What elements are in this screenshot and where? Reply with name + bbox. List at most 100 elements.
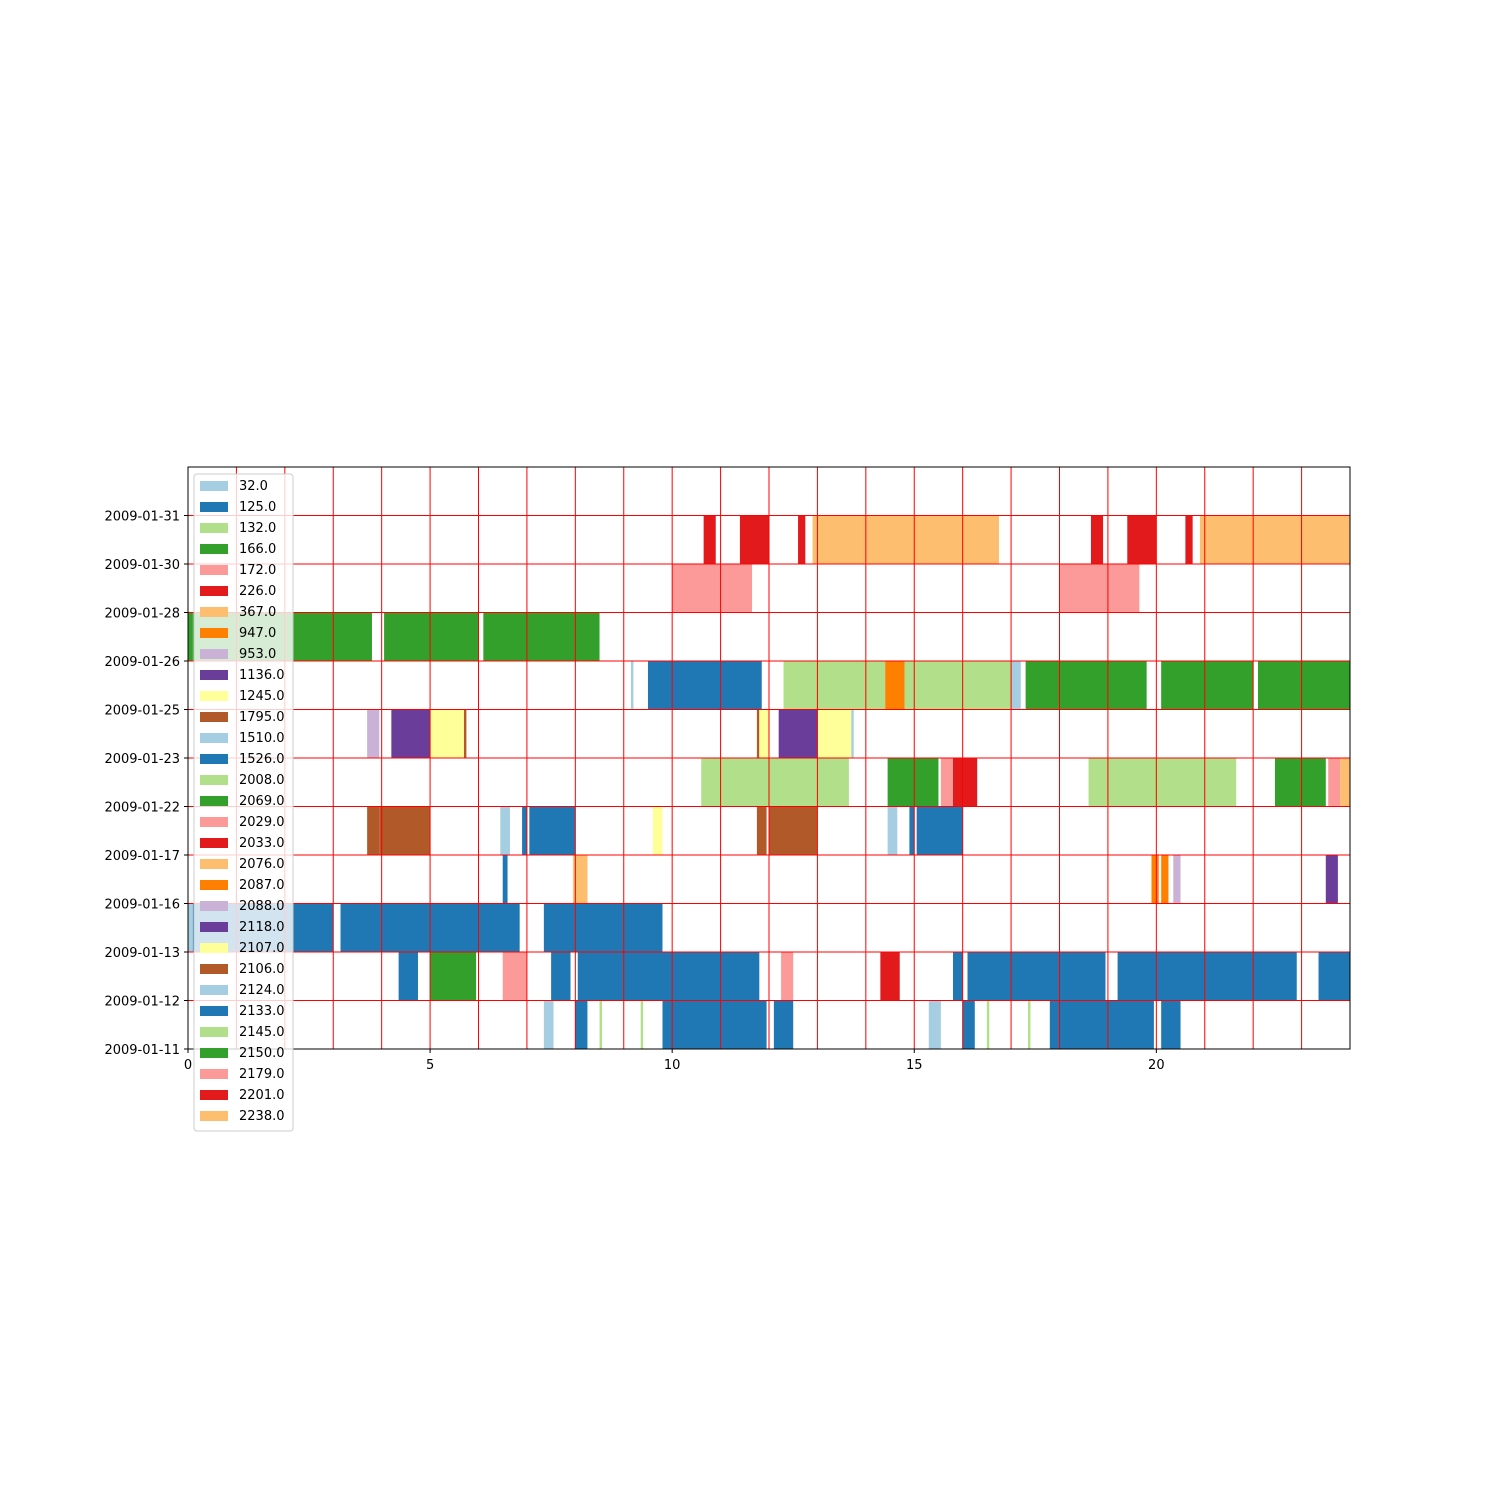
- bar-segment: [812, 515, 999, 564]
- bar-segment: [188, 903, 193, 952]
- legend-label: 2106.0: [239, 962, 285, 977]
- bar-segment: [887, 806, 898, 855]
- y-tick-label: 2009-01-23: [104, 752, 180, 767]
- bar-segment: [1090, 515, 1104, 564]
- bar-segment: [1318, 952, 1350, 1001]
- bar-segment: [928, 1000, 941, 1049]
- legend-label: 2201.0: [239, 1088, 285, 1103]
- bar-segment: [572, 855, 588, 904]
- bar-segment: [367, 709, 372, 758]
- bar-segment: [188, 612, 193, 661]
- bar-segment: [952, 758, 978, 807]
- legend-swatch: [200, 712, 228, 722]
- legend-swatch: [200, 1048, 228, 1058]
- x-tick-label: 5: [426, 1058, 434, 1073]
- legend-swatch: [200, 754, 228, 764]
- legend-label: 125.0: [239, 500, 276, 515]
- legend-swatch: [200, 922, 228, 932]
- bar-segment: [1340, 758, 1350, 807]
- grid-lines: [188, 467, 1350, 1049]
- legend-swatch: [200, 1069, 228, 1079]
- bar-segment: [662, 1000, 767, 1049]
- bar-segment: [1173, 855, 1181, 904]
- bar-segment: [756, 806, 767, 855]
- legend-label: 2008.0: [239, 773, 285, 788]
- legend-label: 2107.0: [239, 941, 285, 956]
- bar-segment: [916, 806, 963, 855]
- legend-swatch: [200, 1111, 228, 1121]
- bar-segment: [672, 564, 753, 613]
- bar-segment: [887, 758, 939, 807]
- bar-segment: [952, 952, 963, 1001]
- legend-label: 2118.0: [239, 920, 285, 935]
- legend-label: 2087.0: [239, 878, 285, 893]
- legend-swatch: [200, 691, 228, 701]
- bar-segment: [1328, 758, 1341, 807]
- bar-segment: [1059, 564, 1140, 613]
- bar-segment: [756, 709, 760, 758]
- bar-segment: [1161, 855, 1169, 904]
- bar-segment: [1025, 661, 1147, 710]
- bar-segment: [543, 1000, 554, 1049]
- bar-segment: [599, 1000, 602, 1049]
- y-tick-label: 2009-01-26: [104, 655, 180, 670]
- legend-swatch: [200, 649, 228, 659]
- legend-swatch: [200, 1027, 228, 1037]
- bar-segment: [1049, 1000, 1154, 1049]
- bar-segment: [430, 952, 477, 1001]
- bar-segment: [1011, 661, 1021, 710]
- y-tick-label: 2009-01-11: [104, 1043, 180, 1058]
- bar-segments: [188, 515, 1350, 1049]
- legend-label: 132.0: [239, 521, 276, 536]
- legend-label: 2069.0: [239, 794, 285, 809]
- legend-swatch: [200, 1006, 228, 1016]
- bar-segment: [1117, 952, 1297, 1001]
- legend-swatch: [200, 523, 228, 533]
- bar-segment: [652, 806, 663, 855]
- bar-segment: [851, 709, 854, 758]
- legend-label: 2150.0: [239, 1046, 285, 1061]
- y-tick-label: 2009-01-31: [104, 510, 180, 525]
- x-tick-label: 10: [664, 1058, 681, 1073]
- legend-label: 2133.0: [239, 1004, 285, 1019]
- bar-segment: [783, 661, 886, 710]
- legend-swatch: [200, 481, 228, 491]
- legend: 32.0 125.0 132.0 166.0 172.0 226.0 367.0 947.0 9…: [193, 473, 294, 1132]
- legend-swatch: [200, 733, 228, 743]
- legend-swatch: [200, 1090, 228, 1100]
- x-tick-label: 15: [906, 1058, 923, 1073]
- bar-segment: [577, 952, 760, 1001]
- bar-segment: [759, 709, 769, 758]
- x-tick-label: 20: [1148, 1058, 1165, 1073]
- bar-segment: [1161, 661, 1254, 710]
- legend-label: 367.0: [239, 605, 276, 620]
- bar-segment: [1088, 758, 1237, 807]
- bar-segment: [773, 1000, 794, 1049]
- bar-segment: [817, 709, 852, 758]
- bar-segment: [543, 903, 663, 952]
- legend-label: 226.0: [239, 584, 276, 599]
- legend-label: 2088.0: [239, 899, 285, 914]
- legend-swatch: [200, 775, 228, 785]
- bar-segment: [502, 855, 508, 904]
- bar-segment: [398, 952, 418, 1001]
- legend-swatch: [200, 628, 228, 638]
- y-tick-label: 2009-01-28: [104, 607, 180, 622]
- y-tick-label: 2009-01-17: [104, 849, 180, 864]
- bar-segment: [1258, 661, 1350, 710]
- bar-segment: [909, 806, 915, 855]
- bar-segment: [1274, 758, 1326, 807]
- bar-segment: [1161, 1000, 1181, 1049]
- bar-segment: [367, 806, 380, 855]
- y-axis: 2009-01-11 2009-01-12 2009-01-13 2009-01-16…: [104, 510, 188, 1058]
- bar-segment: [778, 709, 818, 758]
- legend-swatch: [200, 607, 228, 617]
- legend-label: 166.0: [239, 542, 276, 557]
- bar-segment: [904, 661, 1012, 710]
- bar-segment: [986, 1000, 990, 1049]
- bar-segment: [640, 1000, 644, 1049]
- y-tick-label: 2009-01-30: [104, 558, 180, 573]
- bar-segment: [430, 709, 464, 758]
- legend-label: 2145.0: [239, 1025, 285, 1040]
- legend-label: 2238.0: [239, 1109, 285, 1124]
